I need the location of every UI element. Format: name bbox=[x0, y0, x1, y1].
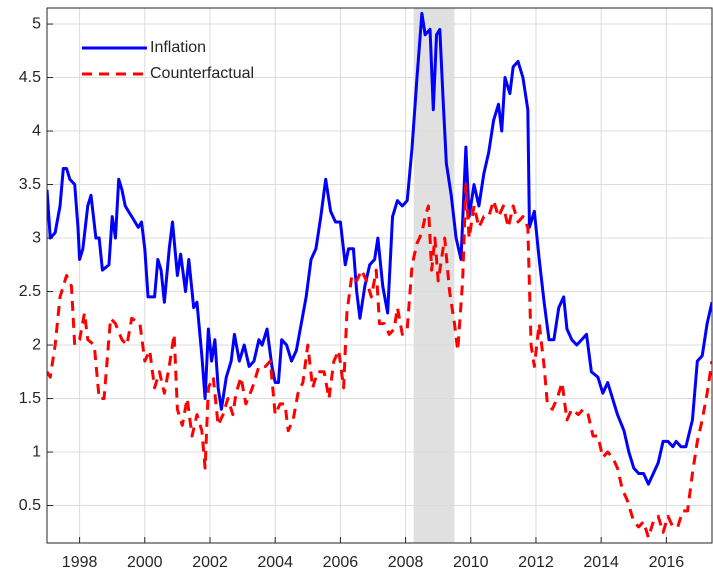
x-tick-label: 2006 bbox=[323, 554, 359, 571]
y-tick-label: 0.5 bbox=[19, 497, 41, 514]
x-tick-label: 1998 bbox=[62, 554, 98, 571]
x-tick-label: 2016 bbox=[649, 554, 685, 571]
y-tick-label: 2 bbox=[32, 336, 41, 353]
y-tick-label: 3.5 bbox=[19, 176, 41, 193]
x-tick-label: 2014 bbox=[583, 554, 619, 571]
y-tick-label: 2.5 bbox=[19, 283, 41, 300]
y-tick-label: 3 bbox=[32, 229, 41, 246]
y-tick-label: 5 bbox=[32, 15, 41, 32]
x-tick-label: 2004 bbox=[257, 554, 293, 571]
y-tick-label: 1 bbox=[32, 443, 41, 460]
legend-label: Counterfactual bbox=[150, 65, 254, 82]
series-line bbox=[47, 183, 712, 540]
x-tick-label: 2000 bbox=[127, 554, 163, 571]
plot-frame bbox=[46, 7, 713, 544]
x-tick-label: 2012 bbox=[518, 554, 554, 571]
series-line bbox=[47, 11, 712, 486]
x-tick-label: 2008 bbox=[388, 554, 424, 571]
y-tick-label: 4 bbox=[32, 122, 41, 139]
x-tick-label: 2010 bbox=[453, 554, 489, 571]
x-tick-label: 2002 bbox=[192, 554, 228, 571]
legend-label: Inflation bbox=[150, 39, 206, 56]
y-tick-label: 4.5 bbox=[19, 69, 41, 86]
y-tick-label: 1.5 bbox=[19, 390, 41, 407]
